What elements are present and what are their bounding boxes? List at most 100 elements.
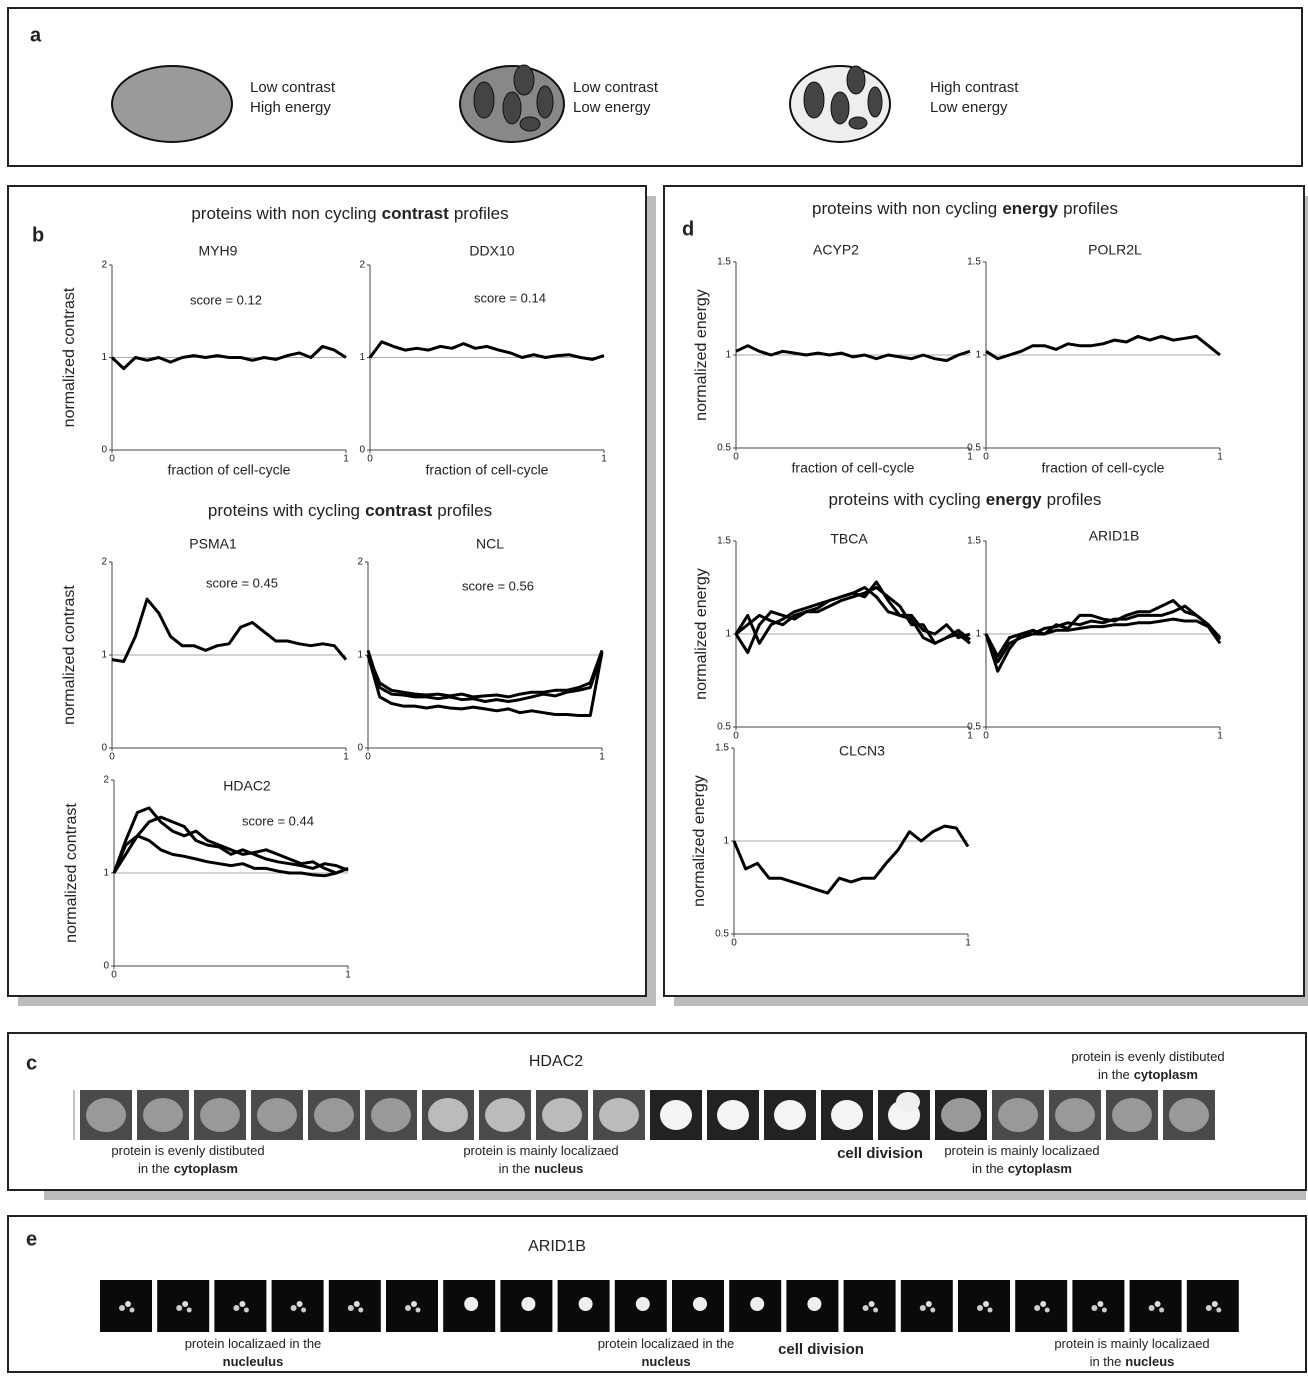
thumb-cell bbox=[428, 1098, 468, 1132]
y-axis-label: normalized contrast bbox=[63, 803, 80, 943]
text-segment: in the bbox=[1090, 1354, 1122, 1369]
cell-thumbnail bbox=[100, 1280, 152, 1332]
cell-label: Low energy bbox=[930, 99, 1008, 116]
chart-title: TBCA bbox=[830, 531, 868, 547]
thumb-spot bbox=[130, 1308, 135, 1313]
y-tick-label: 0.5 bbox=[967, 443, 981, 454]
cell-thumbnail bbox=[992, 1090, 1044, 1140]
cell-thumbnail bbox=[1187, 1280, 1239, 1332]
thumb-spot bbox=[125, 1301, 131, 1307]
chart-title: POLR2L bbox=[1088, 242, 1142, 258]
thumb-cell bbox=[1112, 1098, 1152, 1132]
cell-thumbnail bbox=[786, 1280, 838, 1332]
panel-title: ARID1B bbox=[528, 1238, 586, 1255]
thumb-spot bbox=[693, 1297, 707, 1311]
caption: cell division bbox=[837, 1145, 923, 1162]
thumb-spot bbox=[464, 1297, 478, 1311]
y-tick-label: 1.5 bbox=[715, 743, 729, 754]
thumb-spot bbox=[239, 1301, 245, 1307]
x-tick-label: 0 bbox=[109, 454, 115, 465]
section-heading: proteins with cyclingcontrastprofiles bbox=[208, 501, 492, 520]
cell-thumbnail bbox=[1049, 1090, 1101, 1140]
text-segment: contrast bbox=[365, 501, 432, 520]
text-segment: in the bbox=[1098, 1067, 1130, 1082]
y-tick-label: 1 bbox=[359, 352, 365, 363]
x-tick-label: 1 bbox=[601, 454, 607, 465]
thumb-spot bbox=[1159, 1308, 1164, 1313]
thumb-cell bbox=[371, 1098, 411, 1132]
caption: protein is mainly localizaed bbox=[1054, 1336, 1209, 1351]
x-axis-label: fraction of cell-cycle bbox=[792, 460, 915, 476]
cell-thumbnail bbox=[650, 1090, 702, 1140]
chart-title: DDX10 bbox=[469, 243, 514, 259]
y-axis-label: normalized energy bbox=[693, 568, 710, 700]
y-tick-label: 1 bbox=[103, 868, 109, 879]
y-tick-label: 1.5 bbox=[717, 257, 731, 268]
cell-thumbnail bbox=[251, 1090, 303, 1140]
thumb-spot bbox=[1091, 1305, 1097, 1311]
x-axis-label: fraction of cell-cycle bbox=[1042, 460, 1165, 476]
thumb-cell bbox=[660, 1100, 692, 1130]
y-tick-label: 1 bbox=[101, 352, 107, 363]
cell-label: Low contrast bbox=[250, 79, 336, 96]
thumb-cell bbox=[831, 1100, 863, 1130]
y-tick-label: 0 bbox=[359, 445, 365, 456]
x-tick-label: 0 bbox=[731, 938, 737, 949]
text-segment: proteins with non cycling bbox=[812, 199, 997, 218]
y-tick-label: 1 bbox=[723, 836, 729, 847]
y-tick-label: 0 bbox=[101, 743, 107, 754]
y-tick-label: 1 bbox=[101, 650, 107, 661]
text-segment: cytoplasm bbox=[1134, 1067, 1198, 1082]
thumb-spot bbox=[1216, 1308, 1221, 1313]
x-tick-label: 0 bbox=[983, 452, 989, 463]
thumb-spot bbox=[636, 1297, 650, 1311]
score-annotation: score = 0.44 bbox=[242, 813, 314, 828]
thumb-spot bbox=[807, 1297, 821, 1311]
text-segment: proteins with cycling bbox=[829, 490, 981, 509]
cell-label: Low contrast bbox=[573, 79, 659, 96]
thumb-spot bbox=[291, 1305, 297, 1311]
y-axis-label: normalized contrast bbox=[61, 287, 78, 427]
thumb-spot bbox=[354, 1301, 360, 1307]
cell-thumbnail bbox=[500, 1280, 552, 1332]
cell-thumbnail bbox=[308, 1090, 360, 1140]
thumb-spot bbox=[244, 1308, 249, 1313]
cell-icon bbox=[112, 66, 232, 142]
y-tick-label: 1 bbox=[975, 350, 981, 361]
thumb-cell bbox=[200, 1098, 240, 1132]
text-segment: contrast bbox=[382, 204, 449, 223]
y-axis-label: normalized energy bbox=[693, 289, 710, 421]
cell-thumbnail bbox=[764, 1090, 816, 1140]
thumb-cell bbox=[599, 1098, 639, 1132]
chart-title: CLCN3 bbox=[839, 743, 885, 759]
x-tick-label: 0 bbox=[365, 752, 371, 763]
panel-letter: a bbox=[30, 24, 42, 46]
thumb-spot bbox=[750, 1297, 764, 1311]
cell-thumbnail bbox=[272, 1280, 324, 1332]
x-axis-label: fraction of cell-cycle bbox=[426, 462, 549, 478]
caption: in thecytoplasm bbox=[138, 1161, 238, 1176]
text-segment: protein is evenly distibuted bbox=[1071, 1049, 1224, 1064]
thumb-cell bbox=[998, 1098, 1038, 1132]
caption: in thenucleus bbox=[1090, 1354, 1175, 1369]
y-tick-label: 0.5 bbox=[967, 722, 981, 733]
cell-thumbnail bbox=[707, 1090, 759, 1140]
text-segment: nucleus bbox=[641, 1354, 690, 1369]
chart-title: MYH9 bbox=[199, 243, 238, 259]
caption: protein is evenly distibuted bbox=[111, 1143, 264, 1158]
panel-letter: d bbox=[682, 218, 694, 240]
section-heading: proteins with cyclingenergyprofiles bbox=[829, 490, 1102, 509]
panel-letter: e bbox=[26, 1228, 37, 1250]
x-tick-label: 1 bbox=[1217, 452, 1223, 463]
thumb-spot bbox=[1212, 1301, 1218, 1307]
cell-thumbnail bbox=[1072, 1280, 1124, 1332]
chart-title: HDAC2 bbox=[223, 778, 271, 794]
thumb-cell bbox=[314, 1098, 354, 1132]
cell-thumbnail bbox=[386, 1280, 438, 1332]
cell-thumbnail bbox=[1130, 1280, 1182, 1332]
thumb-cell bbox=[896, 1092, 920, 1112]
thumb-spot bbox=[405, 1305, 411, 1311]
y-tick-label: 1.5 bbox=[967, 536, 981, 547]
